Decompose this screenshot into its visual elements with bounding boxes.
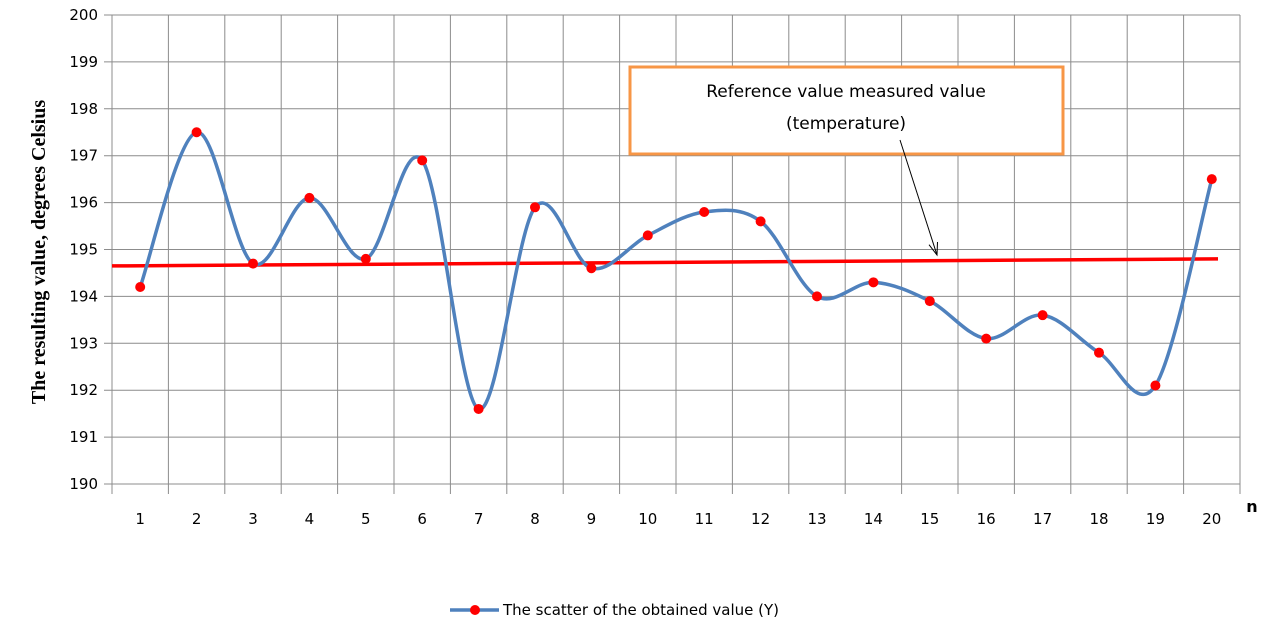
x-tick-label: 10 xyxy=(638,510,657,528)
annotation-arrowhead xyxy=(928,241,939,257)
reference-line xyxy=(111,257,1219,268)
data-point xyxy=(755,216,766,227)
y-tick-label: 199 xyxy=(69,53,98,71)
series-group xyxy=(135,127,1217,414)
data-point xyxy=(1150,380,1161,391)
axes: The resulting value, degrees Celsius n xyxy=(28,100,1258,516)
legend-marker-swatch xyxy=(470,605,480,615)
data-point xyxy=(530,202,540,213)
y-tick-label: 192 xyxy=(69,381,98,399)
y-tick-label: 200 xyxy=(69,6,98,24)
x-tick-label: 20 xyxy=(1202,510,1221,528)
data-point xyxy=(699,206,710,217)
x-tick-label: 13 xyxy=(807,510,826,528)
x-tick-label: 17 xyxy=(1033,510,1052,528)
reference-line-group xyxy=(111,257,1219,268)
x-tick-label: 7 xyxy=(474,510,484,528)
annotation-line-1: Reference value measured value xyxy=(706,82,986,102)
legend: The scatter of the obtained value (Y) xyxy=(450,601,779,619)
x-tick-label: 15 xyxy=(920,510,939,528)
y-tick-label: 195 xyxy=(69,241,98,259)
x-tick-label: 4 xyxy=(305,510,315,528)
data-point xyxy=(924,296,935,307)
x-tick-label: 11 xyxy=(695,510,714,528)
x-tick-label: 1 xyxy=(135,510,145,528)
x-axis-title: n xyxy=(1246,497,1257,516)
data-point xyxy=(642,230,653,241)
x-tick-label: 18 xyxy=(1089,510,1108,528)
x-tick-label: 8 xyxy=(530,510,540,528)
data-point xyxy=(473,403,484,414)
x-tick-label: 5 xyxy=(361,510,371,528)
data-point xyxy=(1206,174,1217,185)
x-tick-label: 6 xyxy=(417,510,427,528)
data-point xyxy=(304,192,315,203)
x-tick-label: 9 xyxy=(587,510,597,528)
y-tick-label: 193 xyxy=(69,334,98,352)
x-tick-label: 19 xyxy=(1146,510,1165,528)
legend-label: The scatter of the obtained value (Y) xyxy=(502,601,779,619)
data-point xyxy=(248,258,258,269)
y-tick-label: 191 xyxy=(69,428,98,446)
data-point xyxy=(868,277,879,288)
data-point xyxy=(981,333,992,344)
data-point xyxy=(586,263,597,274)
y-axis-title: The resulting value, degrees Celsius xyxy=(28,100,50,404)
data-point xyxy=(135,282,146,293)
data-point xyxy=(191,127,202,138)
annotation-line-2: (temperature) xyxy=(786,114,906,134)
x-tick-label: 14 xyxy=(864,510,883,528)
x-tick-label: 3 xyxy=(248,510,258,528)
data-point xyxy=(1037,310,1048,321)
data-point xyxy=(360,253,371,264)
data-point xyxy=(1094,347,1104,358)
y-tick-label: 190 xyxy=(69,475,98,493)
y-tick-label: 194 xyxy=(69,287,98,305)
data-point xyxy=(417,155,428,166)
y-tick-label: 197 xyxy=(69,147,98,165)
x-tick-label: 2 xyxy=(192,510,202,528)
annotation-arrow xyxy=(899,139,938,256)
annotation-box xyxy=(628,65,1065,156)
y-tick-label: 198 xyxy=(69,100,98,118)
annotation: Reference value measured value (temperat… xyxy=(628,65,1065,257)
data-point xyxy=(812,291,822,302)
y-tick-label: 196 xyxy=(69,194,98,212)
x-tick-label: 16 xyxy=(977,510,996,528)
x-tick-label: 12 xyxy=(751,510,770,528)
